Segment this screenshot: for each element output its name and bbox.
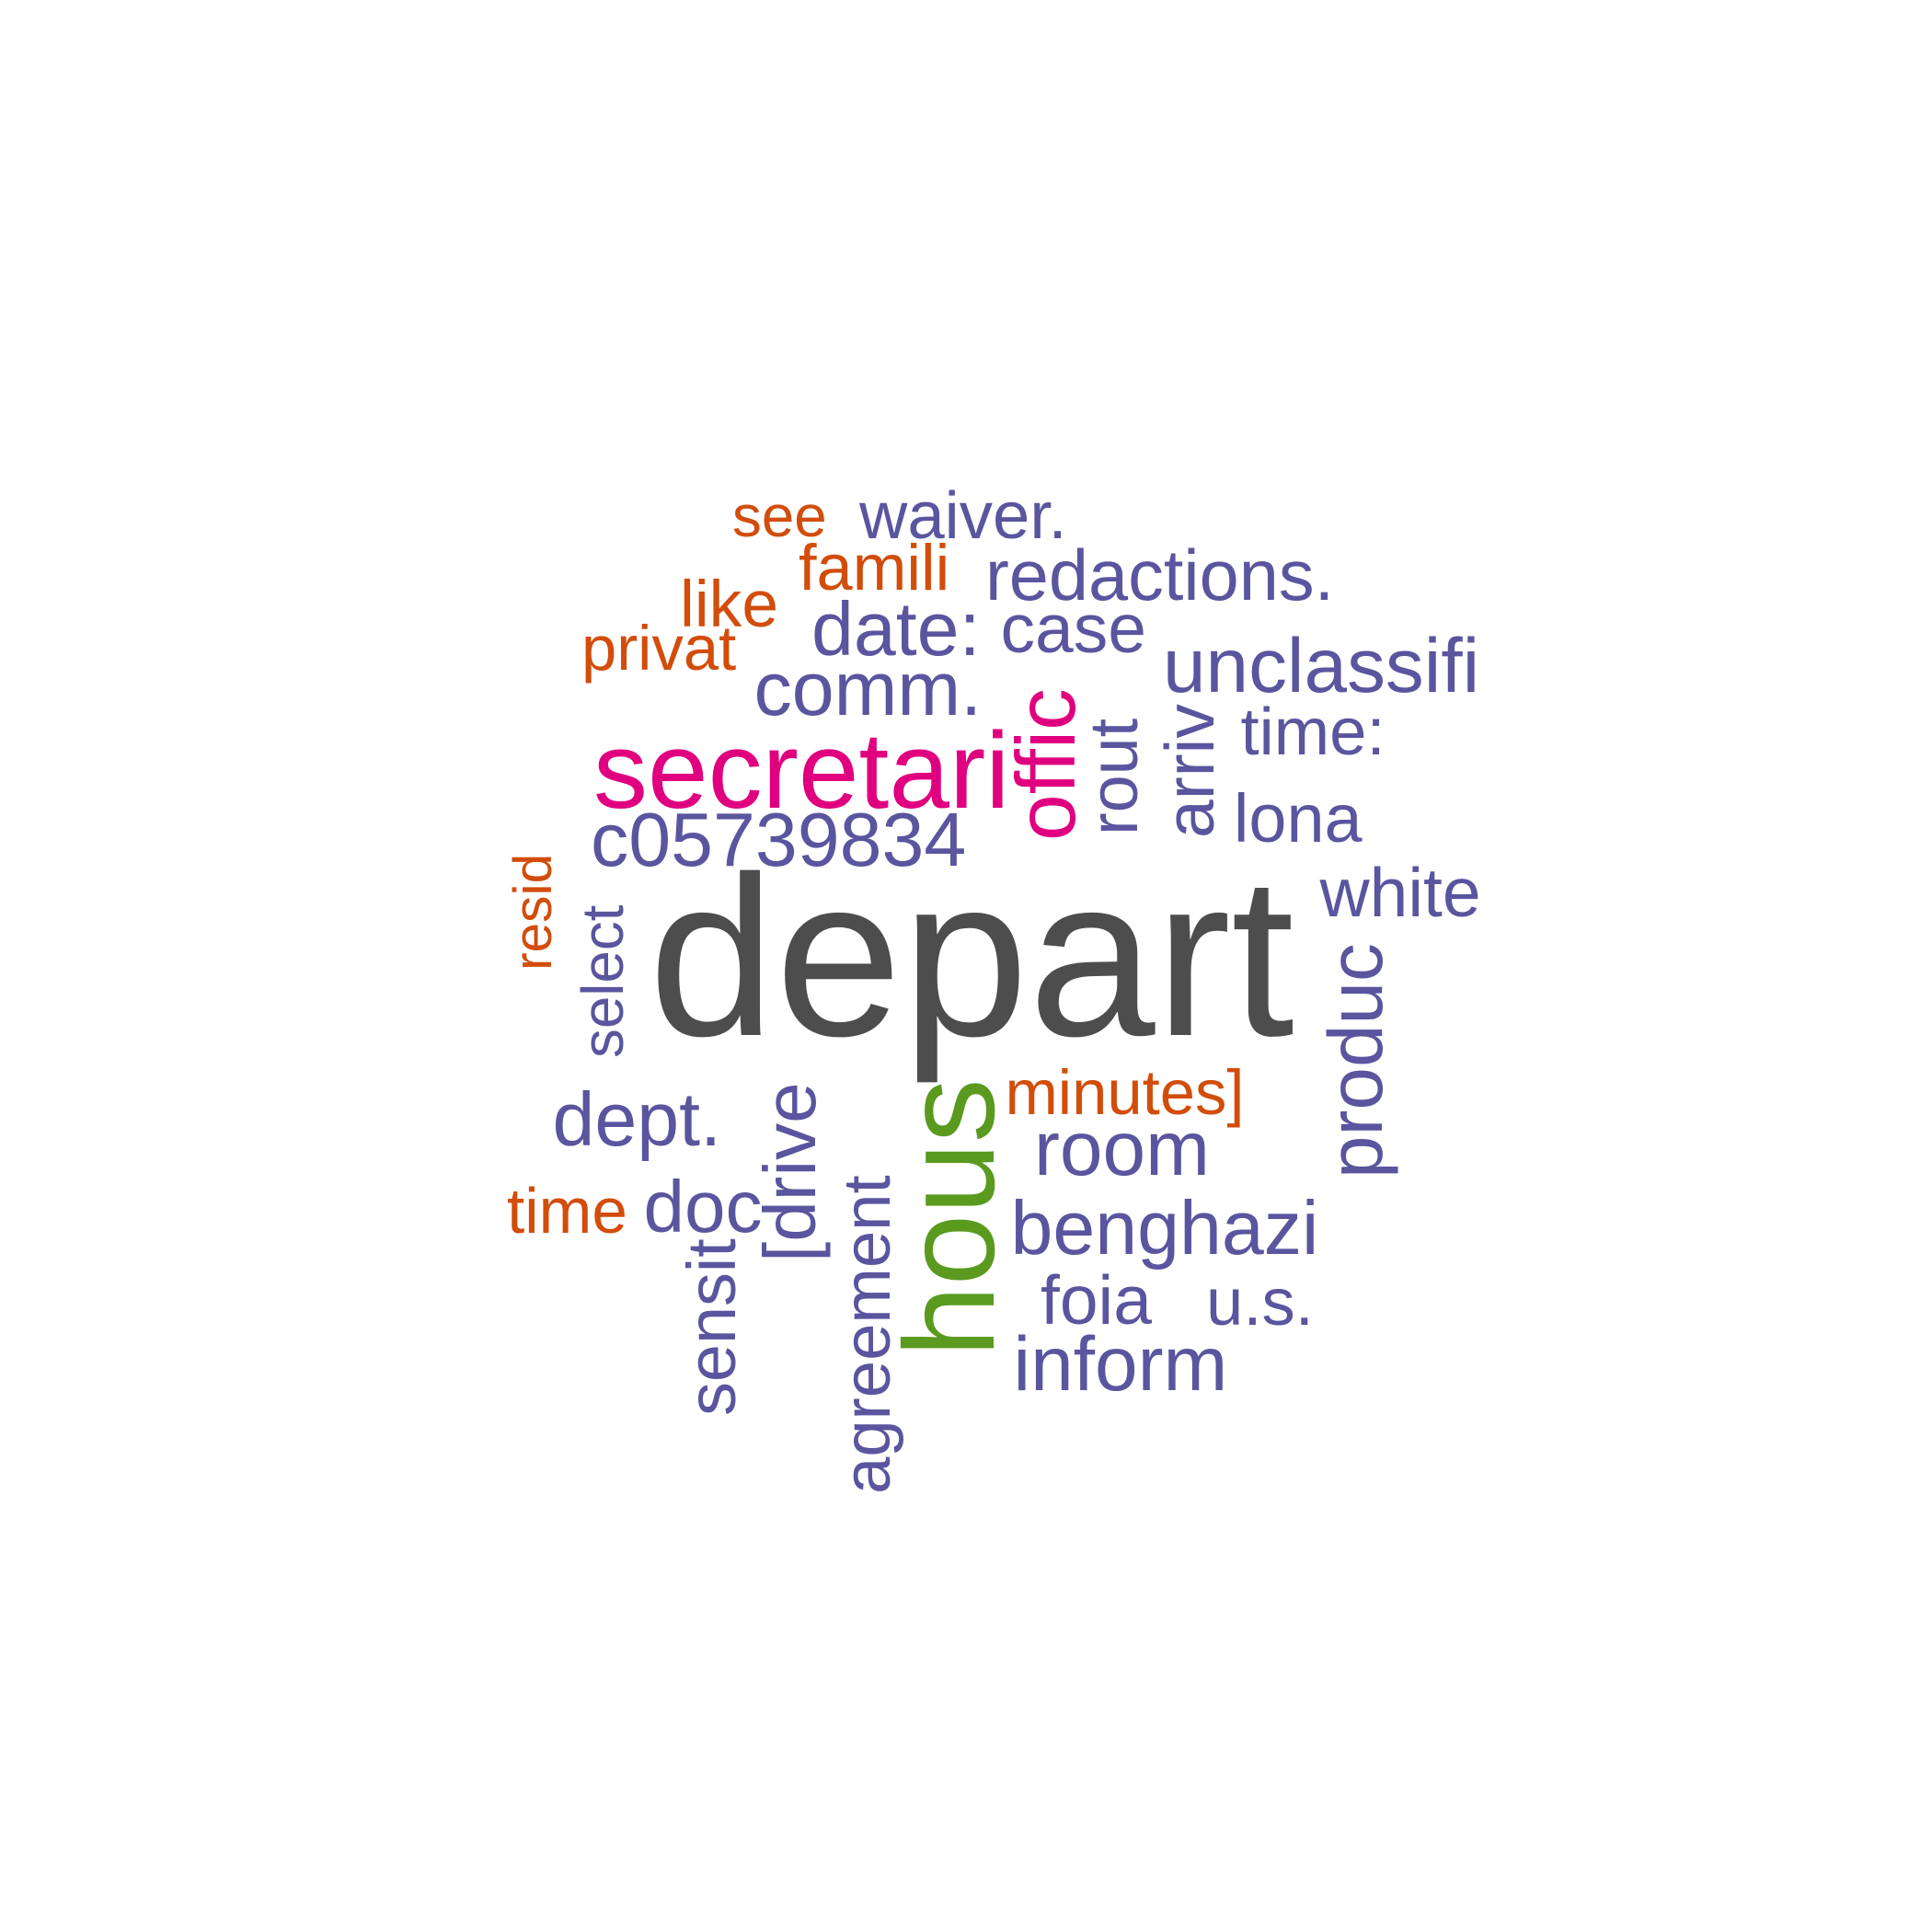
word-room: room xyxy=(1034,1104,1210,1191)
word-inform: inform xyxy=(1013,1319,1228,1407)
word-unclassifi: unclassifi xyxy=(1163,621,1480,708)
word-depart: depart xyxy=(649,830,1294,1084)
word-drive: [drive xyxy=(749,1082,831,1262)
word-white: white xyxy=(1319,853,1481,931)
word-waiver: waiver. xyxy=(859,477,1067,553)
word-dept: dept. xyxy=(552,1076,722,1162)
word-comm: comm. xyxy=(753,646,983,731)
word-foia: foia xyxy=(1041,1260,1152,1339)
word-privat: privat xyxy=(581,613,737,684)
word-agreement: agreement xyxy=(829,1175,904,1494)
word-famili: famili xyxy=(799,531,950,604)
word-select: select xyxy=(569,904,636,1058)
word-resid: resid xyxy=(503,853,563,971)
word-minutes: minutes] xyxy=(1005,1057,1245,1128)
word-c05739834: c05739834 xyxy=(591,797,967,882)
word-time-colon: time: xyxy=(1240,694,1386,769)
word-arriv: arriv xyxy=(1150,704,1228,838)
word-doc: doc xyxy=(643,1166,763,1248)
word-rout: rout xyxy=(1075,718,1152,835)
word-benghazi: benghazi xyxy=(1010,1185,1319,1271)
word-redactions: redactions. xyxy=(985,536,1335,615)
word-date: date: xyxy=(811,586,981,672)
word-time: time xyxy=(507,1174,627,1247)
word-sensit: sensit xyxy=(673,1237,750,1416)
word-like: like xyxy=(680,567,778,641)
word-lona: lona xyxy=(1234,779,1363,857)
word-produc: produc xyxy=(1312,943,1398,1179)
word-hous: hous xyxy=(878,1078,1021,1357)
word-secretari: secretari xyxy=(593,709,1010,832)
word-us: u.s. xyxy=(1206,1264,1314,1340)
word-case: case xyxy=(1000,589,1146,667)
word-see: see xyxy=(732,483,827,549)
